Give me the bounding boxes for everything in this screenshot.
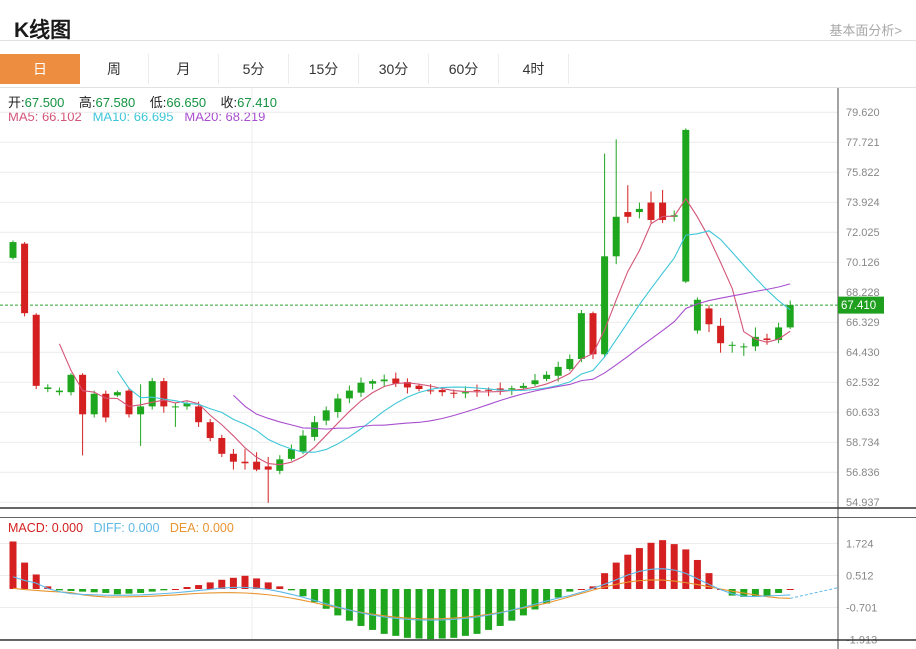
svg-text:75.822: 75.822 bbox=[846, 167, 880, 179]
svg-text:62.532: 62.532 bbox=[846, 377, 880, 389]
svg-text:66.329: 66.329 bbox=[846, 317, 880, 329]
svg-text:58.734: 58.734 bbox=[846, 437, 880, 449]
svg-text:-0.701: -0.701 bbox=[846, 603, 877, 615]
svg-text:1.724: 1.724 bbox=[846, 538, 874, 550]
svg-text:67.410: 67.410 bbox=[841, 300, 876, 312]
svg-text:64.430: 64.430 bbox=[846, 347, 880, 359]
svg-text:0.512: 0.512 bbox=[846, 570, 874, 582]
svg-text:73.924: 73.924 bbox=[846, 197, 880, 209]
svg-text:72.025: 72.025 bbox=[846, 227, 880, 239]
svg-text:70.126: 70.126 bbox=[846, 257, 880, 269]
svg-text:77.721: 77.721 bbox=[846, 137, 880, 149]
svg-text:56.836: 56.836 bbox=[846, 467, 880, 479]
svg-text:79.620: 79.620 bbox=[846, 107, 880, 119]
svg-text:60.633: 60.633 bbox=[846, 407, 880, 419]
